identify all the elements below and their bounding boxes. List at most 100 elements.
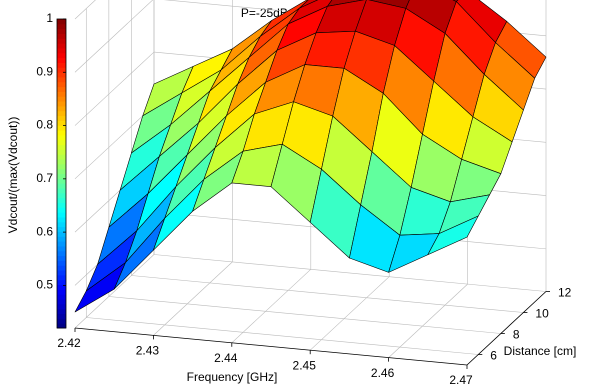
grid-line	[74, 0, 96, 20]
colorbar-cell	[57, 197, 66, 203]
colorbar-cell	[57, 270, 66, 276]
colorbar-cell	[57, 279, 66, 286]
colorbar-cell	[57, 19, 66, 25]
colorbar-cell	[57, 125, 66, 131]
x-tick-label: 2.43	[136, 344, 160, 358]
colorbar-cell	[57, 86, 66, 92]
colorbar-cell	[57, 289, 66, 295]
colorbar-cell	[57, 173, 66, 179]
colorbar-cell	[57, 212, 66, 218]
colorbar-cell	[57, 255, 66, 261]
y-tick-label: 6	[490, 349, 497, 363]
colorbar-cell	[57, 318, 66, 324]
colorbar-cell	[57, 23, 66, 30]
y-tick-label: 12	[558, 286, 572, 300]
y-tick-label: 10	[535, 307, 549, 321]
colorbar-cell	[57, 313, 66, 319]
colorbar-cell	[57, 187, 66, 194]
x-tick-label: 2.46	[371, 366, 395, 380]
y-tick-label: 8	[513, 328, 520, 342]
colorbar-cell	[57, 149, 66, 155]
grid-line	[231, 269, 312, 344]
grid-line	[131, 275, 524, 313]
y-axis	[466, 291, 547, 366]
z-tick-label: 0.8	[36, 118, 53, 132]
y-axis-label: Distance [cm]	[504, 344, 577, 358]
colorbar-cell	[57, 38, 66, 44]
colorbar-cell	[57, 91, 66, 97]
x-tick-label: 2.44	[214, 351, 238, 365]
colorbar-cell	[57, 250, 66, 257]
grid-line	[74, 0, 154, 73]
colorbar-cell	[57, 308, 66, 315]
colorbar-cell	[57, 134, 66, 141]
colorbar-cell	[57, 226, 66, 232]
colorbar-cell	[57, 81, 66, 88]
colorbar-cell	[57, 168, 66, 174]
grid-line	[74, 105, 155, 180]
colorbar-cell	[57, 284, 66, 290]
colorbar-cell	[57, 139, 66, 146]
colorbar-cell	[57, 216, 66, 223]
colorbar-cell	[57, 241, 66, 247]
colorbar-cell	[57, 178, 66, 184]
grid-line	[309, 276, 390, 351]
colorbar-cell	[57, 159, 66, 165]
colorbar-cell	[57, 57, 66, 63]
colorbar-cell	[57, 231, 66, 237]
colorbar-cell	[57, 192, 66, 199]
colorbar-cell	[57, 274, 66, 281]
grid-line	[86, 317, 479, 355]
colorbar-cell	[57, 28, 66, 34]
colorbar-cell	[57, 265, 66, 271]
colorbar-cell	[57, 294, 66, 300]
colorbar-cell	[57, 120, 66, 126]
grid-line	[74, 51, 155, 126]
colorbar-cell	[57, 62, 66, 68]
z-tick-label: 0.5	[36, 278, 53, 292]
colorbar-cell	[57, 72, 66, 78]
colorbar-cell	[57, 154, 66, 160]
colorbar-cell	[57, 236, 66, 242]
grid-line	[153, 261, 233, 336]
x-tick-label: 2.47	[449, 373, 473, 387]
x-axis-label: Frequency [GHz]	[187, 370, 278, 384]
z-tick-label: 0.7	[36, 171, 53, 185]
colorbar-frame	[56, 18, 67, 329]
colorbar-cell	[57, 115, 66, 121]
z-axis-label: Vdcout/(max(Vdcout))	[6, 117, 20, 234]
colorbar-cell	[57, 52, 66, 59]
colorbar-cell	[57, 303, 66, 310]
colorbar-cell	[57, 96, 66, 102]
grid-line	[74, 254, 155, 329]
colorbar-cell	[57, 144, 66, 150]
colorbar-cell	[57, 221, 66, 228]
colorbar-cell	[57, 47, 66, 54]
colorbar-cell	[57, 110, 66, 117]
z-tick-label: 0.6	[36, 224, 53, 238]
surface-patch	[427, 215, 479, 256]
colorbar-cell	[57, 43, 66, 49]
colorbar-cell	[57, 67, 66, 73]
colorbar-cell	[57, 207, 66, 213]
colorbar-cell	[57, 260, 66, 266]
colorbar-cell	[57, 202, 66, 208]
colorbar-cell	[57, 130, 66, 136]
colorbar-cell	[57, 101, 66, 107]
grid-line	[388, 283, 468, 358]
colorbar-cell	[57, 163, 66, 170]
colorbar-cell	[57, 323, 66, 329]
colorbar-cell	[57, 33, 66, 39]
colorbar-cell	[57, 105, 66, 112]
x-tick-label: 2.45	[293, 358, 317, 372]
colorbar-cell	[57, 299, 66, 305]
grid-line	[153, 254, 547, 292]
colorbar-cell	[57, 245, 66, 252]
x-axis	[74, 327, 468, 366]
grid-line	[108, 296, 501, 334]
z-tick-label: 1	[46, 11, 53, 25]
z-tick-label: 0.9	[36, 64, 53, 78]
colorbar-cell	[57, 76, 66, 83]
x-tick-label: 2.42	[57, 336, 81, 350]
